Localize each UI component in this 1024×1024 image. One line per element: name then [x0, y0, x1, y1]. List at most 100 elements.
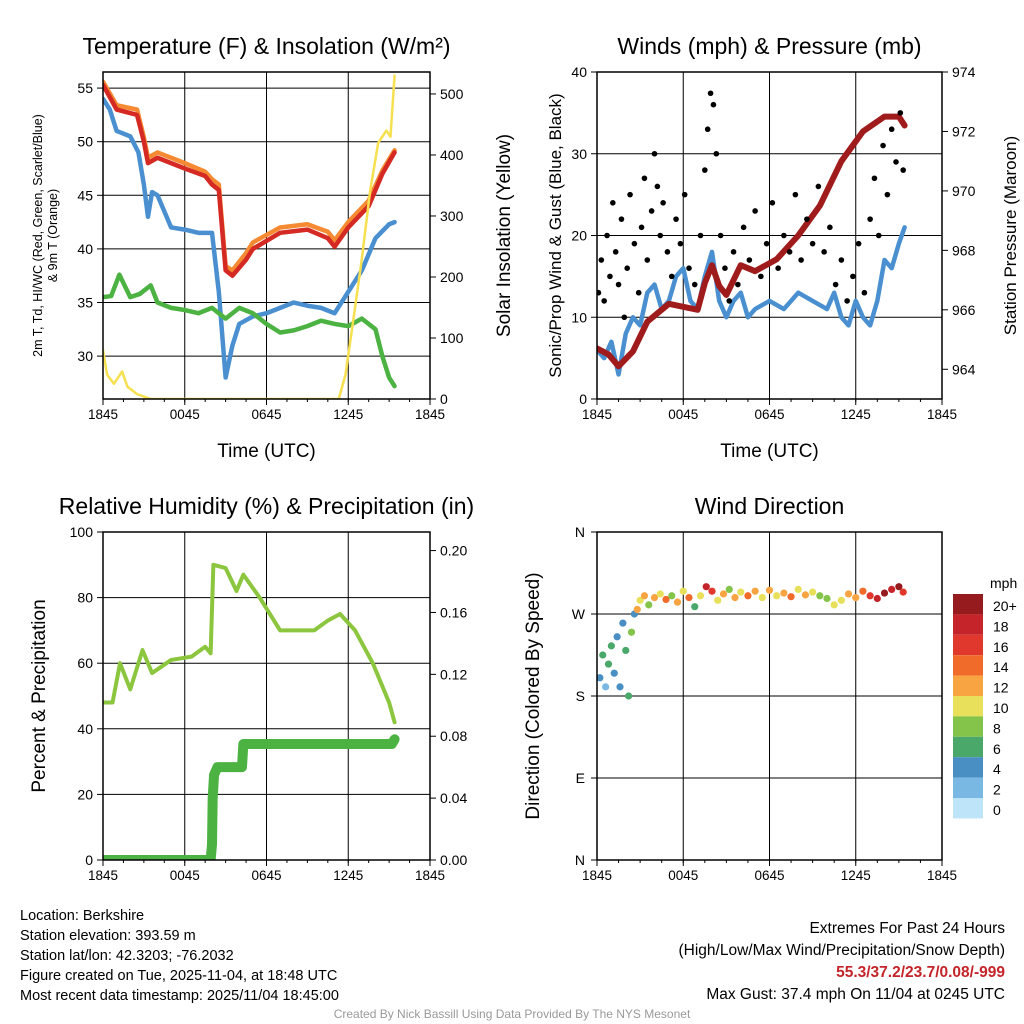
y-tick-label: 30: [77, 348, 93, 364]
gust-point: [844, 298, 850, 304]
y-tick-label: 45: [77, 187, 93, 203]
y-axis-label-line: 2m T, Td, HI/WC (Red, Green, Scarlet/Blu…: [31, 114, 45, 357]
gust-point: [635, 289, 642, 296]
y2-tick-label: 300: [440, 208, 464, 224]
direction-point: [758, 594, 766, 602]
gust-point: [809, 240, 816, 247]
y2-tick-label: 0.08: [440, 728, 467, 744]
plot-frame: [102, 531, 431, 861]
direction-point: [725, 585, 733, 594]
legend-label: 16: [993, 639, 1009, 655]
direction-point: [650, 594, 659, 602]
gust-point: [704, 126, 711, 133]
y2-tick-label: 972: [952, 123, 976, 139]
direction-point: [765, 586, 774, 594]
gust-point: [657, 232, 664, 239]
recent-text: Most recent data timestamp: 2025/11/04 1…: [20, 988, 339, 1004]
direction-point: [719, 590, 728, 598]
legend-swatch: [953, 614, 983, 635]
series-solar: [103, 74, 396, 399]
y2-tick-label: 100: [440, 330, 464, 346]
series-wind: [597, 225, 907, 377]
y2-tick-label: 0: [440, 391, 448, 407]
direction-point: [627, 628, 636, 636]
gust-point: [631, 240, 638, 247]
gust-point: [861, 289, 868, 296]
gust-point: [888, 126, 895, 133]
gust-point: [798, 257, 804, 263]
y-tick-label: S: [576, 688, 585, 704]
gust-point: [607, 273, 613, 280]
y2-tick-label: 964: [952, 361, 976, 377]
x-tick-label: 0645: [754, 868, 784, 883]
gust-point: [832, 281, 839, 288]
chart-title: Relative Humidity (%) & Precipitation (i…: [59, 493, 474, 519]
direction-point: [787, 593, 795, 601]
x-tick-label: 1245: [841, 407, 871, 422]
panel-1: Temperature (F) & Insolation (W/m²)1845 0…: [31, 33, 515, 462]
elevation-text: Station elevation: 393.59 m: [20, 928, 196, 944]
gust-point: [677, 240, 684, 247]
plot-frame: [102, 71, 431, 400]
y-tick-label: 60: [77, 655, 93, 671]
gust-point: [875, 232, 882, 239]
legend-swatch: [953, 696, 983, 717]
max-gust-text: Max Gust: 37.4 mph On 11/04 at 0245 UTC: [706, 986, 1005, 1003]
y-axis-label: Percent & Precipitation: [29, 599, 50, 792]
x-tick-label: 1845: [415, 868, 445, 883]
series-9m-t: [103, 79, 397, 273]
x-tick-label: 0045: [170, 868, 200, 883]
series-rh: [103, 562, 397, 725]
direction-point: [830, 601, 838, 609]
direction-point: [751, 587, 759, 595]
extremes-info: Extremes For Past 24 Hours (High/Low/Max…: [679, 918, 1006, 1006]
legend-swatch: [953, 594, 983, 615]
series-precip: [103, 734, 400, 860]
legend-label: 2: [993, 782, 1001, 798]
chart-title: Wind Direction: [695, 493, 845, 519]
gust-point: [686, 265, 692, 272]
direction-point: [673, 598, 682, 606]
gust-point: [850, 273, 856, 280]
direction-point: [645, 601, 653, 609]
x-tick-label: 1845: [582, 868, 612, 883]
x-tick-label: 0645: [754, 407, 784, 422]
gust-point: [726, 298, 733, 304]
gust-point: [775, 265, 781, 272]
y-tick-label: N: [575, 852, 585, 868]
y2-tick-label: 0.20: [440, 543, 467, 559]
direction-point: [702, 583, 710, 591]
series-group: [597, 90, 908, 377]
x-axis-label: Time (UTC): [217, 441, 316, 462]
direction-point: [604, 660, 613, 668]
legend-label: 8: [993, 720, 1001, 736]
gust-point: [710, 101, 717, 108]
direction-point: [602, 683, 610, 691]
direction-point: [888, 585, 896, 594]
x-tick-label: 1845: [927, 407, 957, 422]
legend-label: 12: [993, 680, 1009, 696]
latlon-text: Station lat/lon: 42.3203; -76.2032: [20, 948, 234, 964]
gust-point: [746, 257, 753, 263]
legend-label: 4: [993, 761, 1001, 777]
plot-frame: [596, 71, 943, 400]
x-tick-label: 1245: [333, 407, 363, 422]
y-axis-label: 2m T, Td, HI/WC (Red, Green, Scarlet/Blu…: [31, 114, 60, 357]
legend-swatch: [953, 757, 983, 778]
y-tick-label: 30: [571, 146, 587, 162]
direction-point: [622, 646, 630, 655]
y-tick-label: 40: [77, 721, 93, 737]
direction-point: [613, 633, 621, 641]
direction-point: [619, 619, 627, 627]
gust-point: [740, 224, 747, 231]
direction-point: [708, 587, 716, 595]
y-tick-label: 80: [77, 590, 93, 606]
direction-point: [607, 642, 615, 650]
gust-point: [827, 224, 833, 231]
y-tick-label: 20: [571, 228, 587, 244]
direction-point: [731, 594, 739, 602]
gust-point: [644, 257, 651, 263]
gust-point: [604, 232, 610, 239]
